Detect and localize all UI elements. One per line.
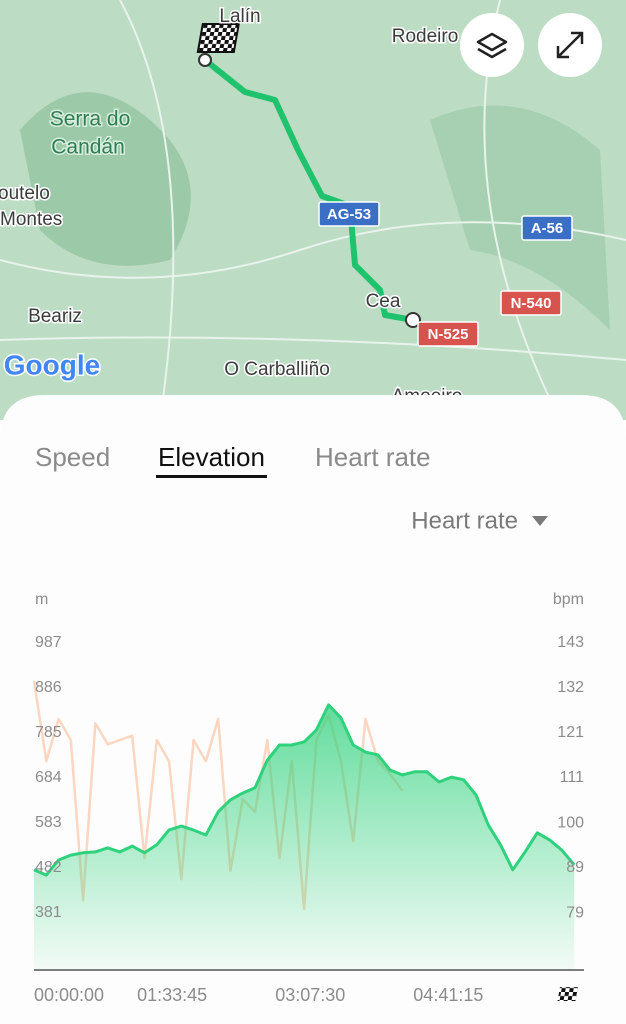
- road-badge: [500, 290, 562, 316]
- place: Lalín: [219, 6, 260, 27]
- road-label: N-525: [428, 326, 469, 343]
- dropdown-arrow: [532, 516, 548, 526]
- y-axis-label: m: [35, 591, 48, 608]
- place: outelo: [0, 183, 50, 204]
- place: O Carballiño: [224, 359, 330, 380]
- y2-axis-label: bpm: [553, 591, 584, 608]
- y-tick-label: 482: [35, 859, 62, 876]
- tab[interactable]: Elevation: [158, 442, 265, 472]
- y-tick-label: 684: [35, 769, 62, 786]
- y2-tick-label: 111: [560, 769, 584, 786]
- y2-tick-label: 79: [566, 904, 584, 921]
- y2-tick-label: 132: [557, 679, 584, 696]
- place: Montes: [0, 209, 62, 230]
- x-tick-label: 04:41:15: [413, 985, 483, 1005]
- map[interactable]: Lalín Rodeiro outelo Montes Beariz Cea O…: [0, 0, 626, 421]
- y-tick-label: 987: [35, 634, 62, 651]
- x-tick-label: 01:33:45: [137, 985, 207, 1005]
- route: [203, 57, 414, 323]
- y-tick-label: 886: [35, 679, 62, 696]
- road-badge: [521, 215, 573, 241]
- tab[interactable]: Heart rate: [315, 442, 431, 472]
- series-line: [33, 703, 576, 877]
- finish-flag: [196, 23, 240, 53]
- chart: 987 886 785 684 583 482 381 143 132 121 111 100 89 79…: [32, 634, 584, 1005]
- tab-underline: [156, 475, 267, 478]
- y2-tick-label: 121: [557, 724, 584, 741]
- mountain: Serra do: [50, 108, 131, 131]
- end-marker: [405, 312, 421, 328]
- y2-tick-label: 100: [557, 814, 584, 831]
- expand-icon: [556, 31, 584, 59]
- road-badge: [417, 321, 479, 347]
- x-tick-label: 03:07:30: [275, 985, 345, 1005]
- road-label: N-540: [511, 295, 552, 312]
- tab[interactable]: Speed: [35, 442, 110, 472]
- tabs: Speed Elevation Heart rate: [35, 442, 431, 478]
- place: Beariz: [28, 306, 82, 327]
- roads-minor: [0, 0, 626, 421]
- road-badge: [318, 201, 380, 227]
- road-label: AG-53: [327, 206, 371, 223]
- terrain: [430, 105, 610, 330]
- y2-tick-label: 143: [557, 634, 584, 651]
- start-marker: [198, 53, 212, 67]
- road-label: A-56: [531, 220, 564, 237]
- google-logo: Google: [4, 349, 100, 380]
- mountain: Candán: [51, 136, 125, 159]
- y2-tick-label: 89: [566, 859, 584, 876]
- place: Cea: [366, 291, 401, 312]
- overlay-dropdown[interactable]: Heart rate: [411, 507, 518, 534]
- area: [34, 704, 575, 970]
- place: Rodeiro: [392, 26, 459, 47]
- y-tick-label: 583: [35, 814, 62, 831]
- y-tick-label: 381: [35, 904, 62, 921]
- x-tick-label: 00:00:00: [34, 985, 104, 1005]
- finish-icon: [557, 987, 578, 1001]
- layers-icon: [476, 32, 508, 59]
- terrain: [20, 92, 191, 266]
- y-tick-label: 785: [35, 724, 62, 741]
- road-badges: AG-53 A-56 N-540 N-525: [318, 201, 573, 347]
- layers-button[interactable]: [460, 13, 524, 77]
